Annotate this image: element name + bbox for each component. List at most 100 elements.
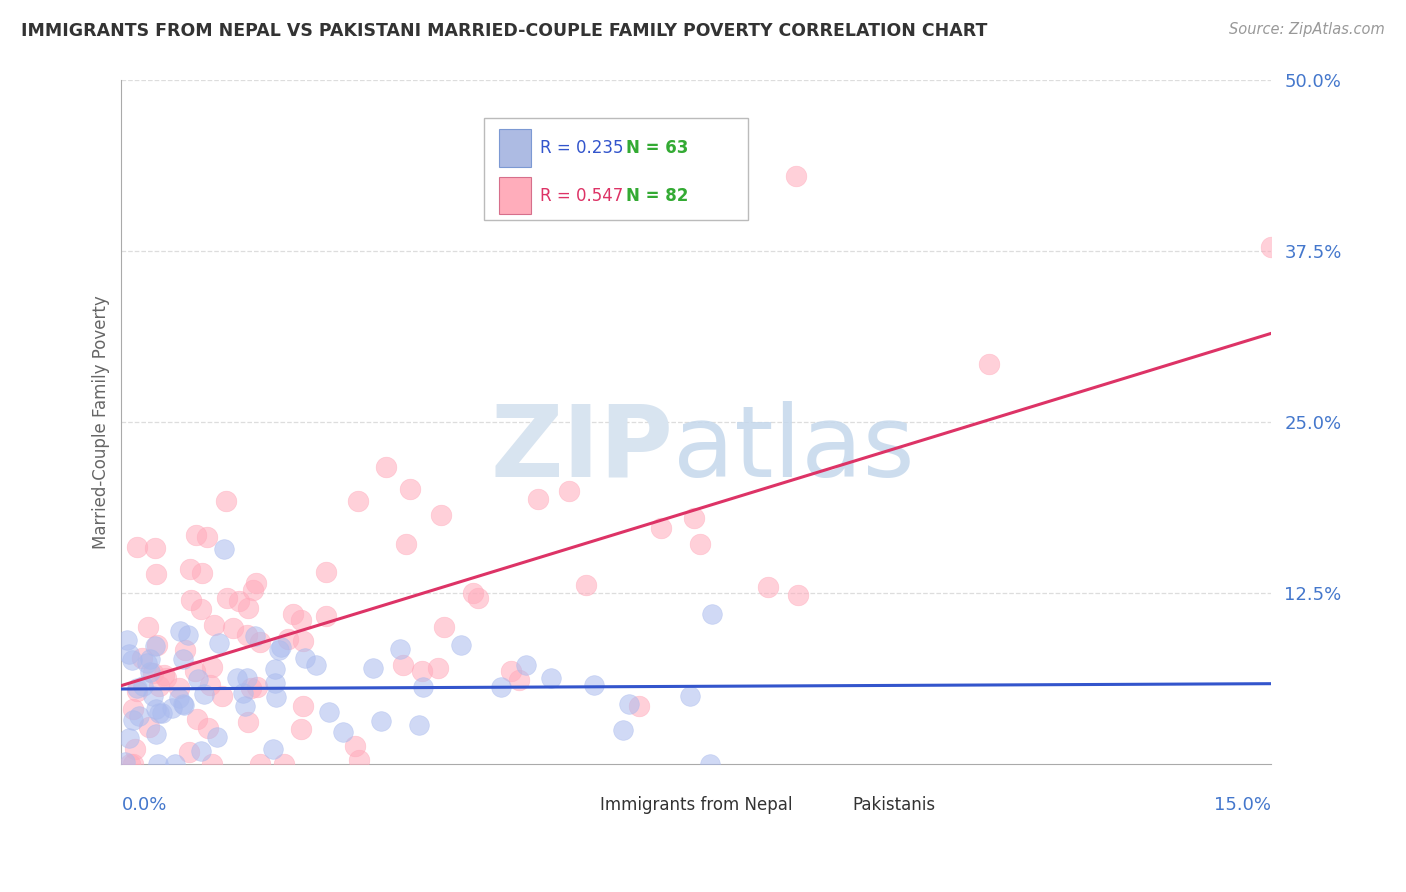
Text: N = 63: N = 63 <box>626 139 689 157</box>
Point <box>127 684 149 698</box>
Point <box>118 647 141 661</box>
Point <box>699 756 721 771</box>
Point <box>266 690 288 705</box>
Point <box>236 715 259 730</box>
Point <box>315 609 337 624</box>
Point <box>756 580 779 594</box>
Point <box>262 742 284 756</box>
Point <box>150 706 173 721</box>
Point <box>467 591 489 606</box>
Point <box>461 586 484 600</box>
Point <box>315 565 337 579</box>
Point <box>283 607 305 621</box>
Point <box>370 714 392 728</box>
Text: R = 0.235: R = 0.235 <box>540 139 623 157</box>
Point <box>290 613 312 627</box>
Point <box>135 656 157 670</box>
Text: N = 82: N = 82 <box>626 186 689 204</box>
Point <box>215 591 238 605</box>
Point <box>212 541 235 556</box>
Point <box>121 714 143 728</box>
Point <box>121 653 143 667</box>
Point <box>292 633 315 648</box>
Point <box>375 460 398 475</box>
Point <box>190 602 212 616</box>
Point <box>125 681 148 696</box>
Point <box>245 575 267 590</box>
Point <box>273 756 295 771</box>
Point <box>399 482 422 496</box>
Point <box>683 511 706 525</box>
Point <box>225 671 247 685</box>
Point <box>136 620 159 634</box>
Point <box>332 725 354 739</box>
Point <box>1260 240 1282 254</box>
Text: 0.0%: 0.0% <box>121 797 167 814</box>
Point <box>191 566 214 581</box>
Point <box>177 746 200 760</box>
Bar <box>499 129 530 167</box>
Point <box>236 671 259 685</box>
Point <box>249 756 271 771</box>
Point <box>408 718 430 732</box>
Point <box>489 680 512 694</box>
Point <box>167 681 190 695</box>
Point <box>269 643 291 657</box>
Point <box>201 660 224 674</box>
Point <box>163 756 186 771</box>
Point <box>208 636 231 650</box>
Point <box>228 594 250 608</box>
Point <box>145 727 167 741</box>
Point <box>702 607 724 621</box>
Point <box>583 678 606 692</box>
Point <box>186 712 208 726</box>
Point <box>148 680 170 694</box>
Point <box>264 662 287 676</box>
Point <box>153 667 176 681</box>
Point <box>558 484 581 499</box>
Point <box>193 687 215 701</box>
Point <box>264 676 287 690</box>
Point <box>145 701 167 715</box>
Point <box>395 537 418 551</box>
Point <box>198 678 221 692</box>
Point <box>249 635 271 649</box>
Point <box>197 721 219 735</box>
Point <box>246 680 269 694</box>
Point <box>142 689 165 703</box>
Point <box>195 530 218 544</box>
FancyBboxPatch shape <box>484 118 748 220</box>
Point <box>177 627 200 641</box>
Point <box>785 169 807 183</box>
Point <box>433 620 456 634</box>
Point <box>540 671 562 685</box>
Text: R = 0.547: R = 0.547 <box>540 186 623 204</box>
Point <box>173 642 195 657</box>
Point <box>430 508 453 522</box>
Point <box>145 567 167 582</box>
Point <box>361 661 384 675</box>
Point <box>142 665 165 680</box>
Point <box>202 618 225 632</box>
Point <box>172 652 194 666</box>
Point <box>179 562 201 576</box>
Point <box>243 629 266 643</box>
Point <box>143 639 166 653</box>
Point <box>412 680 434 694</box>
Point <box>240 681 263 695</box>
Point <box>787 588 810 602</box>
Text: Source: ZipAtlas.com: Source: ZipAtlas.com <box>1229 22 1385 37</box>
Point <box>318 705 340 719</box>
Text: 15.0%: 15.0% <box>1215 797 1271 814</box>
Text: Pakistanis: Pakistanis <box>852 796 936 814</box>
Text: IMMIGRANTS FROM NEPAL VS PAKISTANI MARRIED-COUPLE FAMILY POVERTY CORRELATION CHA: IMMIGRANTS FROM NEPAL VS PAKISTANI MARRI… <box>21 22 987 40</box>
Point <box>138 720 160 734</box>
Point <box>391 657 413 672</box>
Text: Immigrants from Nepal: Immigrants from Nepal <box>600 796 792 814</box>
Point <box>205 730 228 744</box>
Point <box>211 689 233 703</box>
Point <box>184 528 207 542</box>
Point <box>148 756 170 771</box>
Point <box>291 698 314 713</box>
Point <box>346 494 368 508</box>
